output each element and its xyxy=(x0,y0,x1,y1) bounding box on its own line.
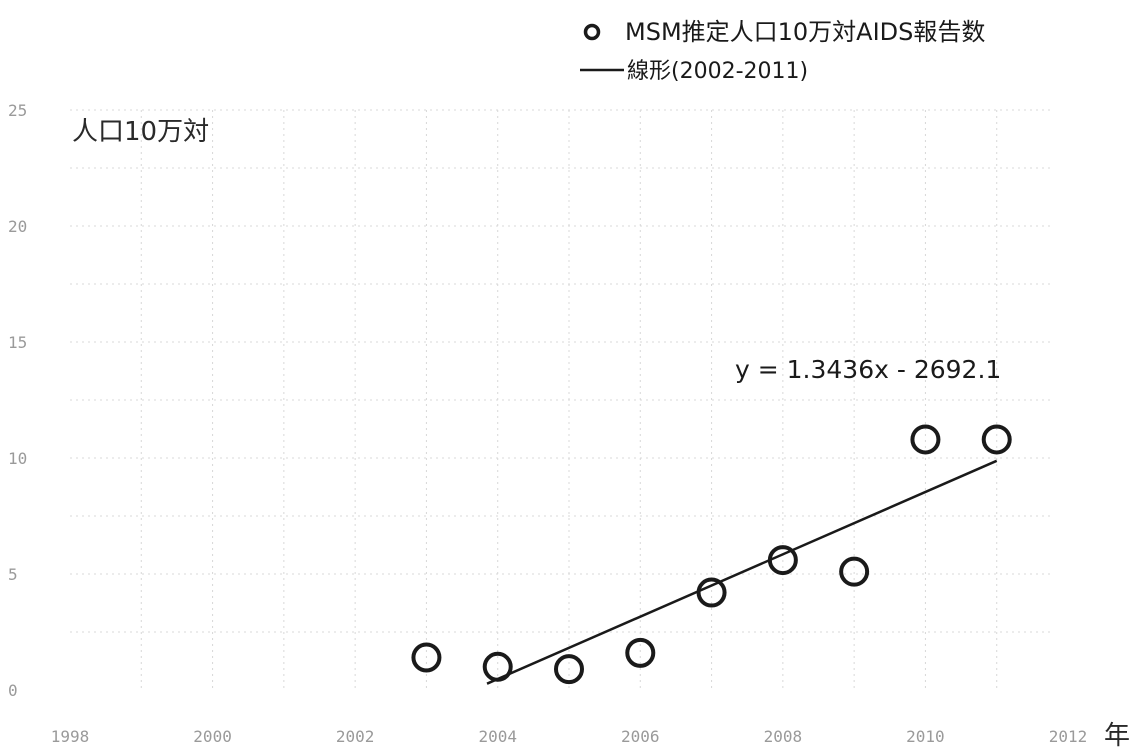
x-axis-unit: 年 xyxy=(1104,721,1130,750)
data-point xyxy=(839,556,870,587)
x-tick-label: 2002 xyxy=(336,727,375,746)
data-point xyxy=(482,651,513,682)
y-tick-label: 25 xyxy=(8,101,27,120)
y-tick-labels: 0 5 10 15 20 25 xyxy=(8,101,27,700)
data-points xyxy=(411,424,1012,685)
legend: MSM推定人口10万対AIDS報告数 線形(2002-2011) xyxy=(580,18,985,84)
legend-marker-circle xyxy=(583,23,601,41)
data-point xyxy=(767,545,798,576)
legend-label-series: MSM推定人口10万対AIDS報告数 xyxy=(625,18,985,46)
y-tick-label: 10 xyxy=(8,449,27,468)
x-tick-labels: 1998 2000 2002 2004 2006 2008 2010 2012 xyxy=(51,727,1088,746)
legend-label-trendline: 線形(2002-2011) xyxy=(627,59,808,84)
y-tick-label: 0 xyxy=(8,681,18,700)
x-tick-label: 2000 xyxy=(193,727,232,746)
y-axis-label: 人口10万対 xyxy=(72,117,209,147)
y-tick-label: 15 xyxy=(8,333,27,352)
x-tick-label: 2008 xyxy=(764,727,803,746)
x-tick-label: 2010 xyxy=(906,727,945,746)
trendline-group xyxy=(486,459,998,685)
data-point xyxy=(981,424,1012,455)
trendline-equation: y = 1.3436x - 2692.1 xyxy=(735,355,1001,384)
data-point xyxy=(411,642,442,673)
x-tick-label: 2006 xyxy=(621,727,660,746)
trendline xyxy=(486,459,998,685)
x-tick-label: 2012 xyxy=(1049,727,1088,746)
data-point xyxy=(696,577,727,608)
grid xyxy=(70,109,1053,690)
data-point xyxy=(554,654,584,685)
data-point xyxy=(625,637,656,668)
y-tick-label: 5 xyxy=(8,565,18,584)
data-point xyxy=(910,424,941,455)
x-tick-label: 1998 xyxy=(51,727,90,746)
y-tick-label: 20 xyxy=(8,217,27,236)
x-tick-label: 2004 xyxy=(478,727,517,746)
